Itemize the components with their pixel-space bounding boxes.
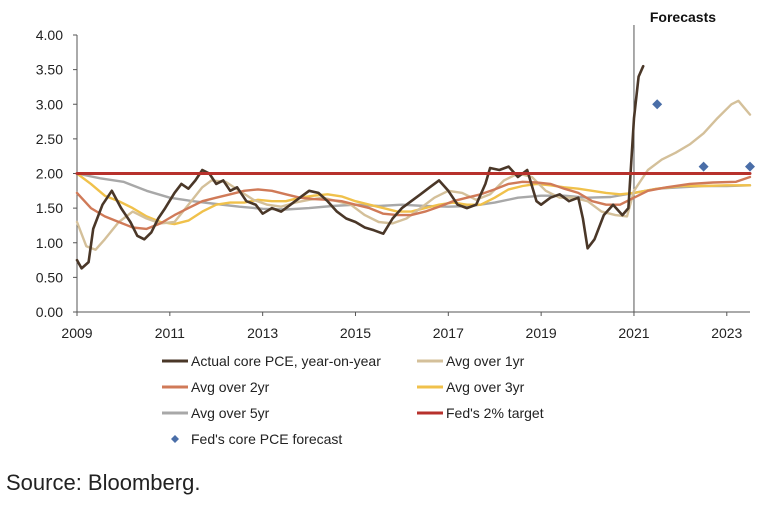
plot-area: Forecasts [75, 9, 755, 312]
legend-label: Avg over 2yr [191, 379, 270, 395]
legend-label: Fed's 2% target [446, 405, 544, 421]
legend-label: Avg over 5yr [191, 405, 270, 421]
legend-label: Avg over 3yr [446, 379, 525, 395]
legend-label: Actual core PCE, year-on-year [191, 353, 381, 369]
forecast-point [698, 161, 709, 172]
source-note: Source: Bloomberg. [6, 470, 201, 495]
y-tick-label: 3.50 [36, 62, 63, 78]
y-tick-label: 2.00 [36, 166, 63, 182]
x-tick-label: 2019 [526, 325, 557, 341]
y-tick-label: 3.00 [36, 96, 63, 112]
y-tick-label: 1.00 [36, 235, 63, 251]
y-tick-label: 2.50 [36, 131, 63, 147]
x-tick-label: 2017 [433, 325, 464, 341]
legend-swatch-marker [171, 435, 179, 443]
x-tick-label: 2023 [711, 325, 742, 341]
x-tick-label: 2013 [247, 325, 278, 341]
y-tick-label: 0.00 [36, 304, 63, 320]
x-tick-label: 2011 [155, 325, 185, 341]
y-tick-label: 1.50 [36, 200, 63, 216]
series-line-4 [75, 172, 752, 226]
x-tick-label: 2009 [61, 325, 92, 341]
x-tick-label: 2021 [618, 325, 649, 341]
legend: Actual core PCE, year-on-year Avg over 1y… [162, 353, 544, 447]
series-line-2 [75, 99, 752, 251]
forecast-label: Forecasts [650, 9, 716, 25]
y-tick-label: 4.00 [36, 27, 63, 43]
axes: 0.00 0.50 1.00 1.50 2.00 2.50 3.00 3.50 4.00 2009… [36, 27, 750, 341]
y-tick-label: 0.50 [36, 269, 63, 285]
series-line-3 [75, 175, 752, 231]
legend-label: Fed's core PCE forecast [191, 431, 342, 447]
x-tick-label: 2015 [340, 325, 371, 341]
forecast-point [745, 161, 755, 172]
series-line-1 [75, 64, 645, 270]
forecast-point [652, 99, 663, 110]
legend-label: Avg over 1yr [446, 353, 525, 369]
